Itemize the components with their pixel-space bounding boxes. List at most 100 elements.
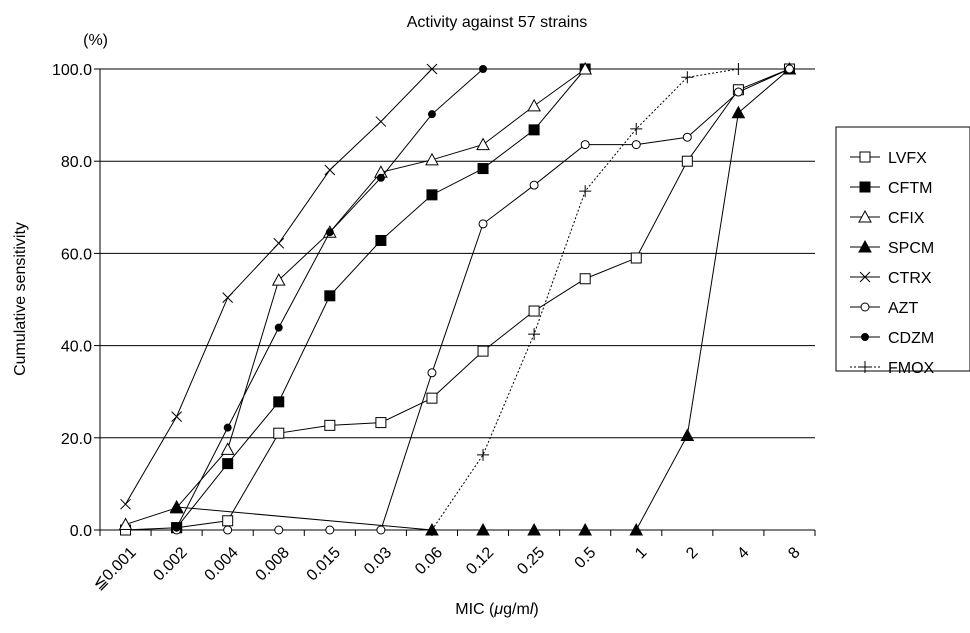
data-point [527,522,541,536]
x-tick-label: 0.12 [463,544,497,578]
series-spcm [169,61,797,536]
data-point [479,65,488,73]
legend-item: AZT [850,300,918,317]
data-point [271,273,286,286]
data-point [579,185,592,198]
series-group [118,61,797,536]
legend-label: CDZM [888,330,934,347]
x-axis-label: MIC (μg/ml) [455,601,538,618]
x-tick-label: 0.25 [514,544,548,578]
data-point [477,448,490,461]
x-tick-label: 0.002 [150,544,190,584]
y-tick-label: 40.0 [61,339,92,356]
x-tick-label: 0.06 [412,544,446,578]
data-point [578,522,593,536]
legend-label: CFIX [888,210,925,227]
data-point [426,189,438,201]
data-point [682,132,692,142]
x-tick-label: 0.5 [572,544,600,572]
data-point [375,234,387,246]
data-point [118,517,133,530]
legend-label: CTRX [888,270,932,287]
y-axis-label: Cumulative sensitivity [12,222,29,376]
legend-item: CFTM [850,180,932,197]
x-tick-label: 0.03 [361,544,395,578]
data-point [630,252,642,264]
legend-item: CDZM [850,330,934,347]
x-tick-label: 0.004 [202,544,242,584]
data-point [477,163,489,175]
legend-item: LVFX [850,150,927,167]
data-point [220,442,235,455]
data-point [859,271,871,283]
data-point [376,173,385,182]
series-azt [172,64,794,535]
data-point [375,417,387,429]
series-line [176,68,586,529]
series-line [125,68,586,525]
series-cdzm [172,65,488,532]
series-line [125,68,433,505]
data-point [630,122,643,135]
series-cfix [118,61,593,530]
data-point [324,419,336,431]
y-axis-unit: (%) [83,32,108,49]
data-point [376,525,386,535]
x-tick-label: 0.008 [253,544,293,584]
data-point [425,152,439,166]
data-point [476,137,490,151]
data-point [629,522,644,536]
data-point [273,396,285,408]
data-point [172,523,181,532]
series-line [125,68,790,531]
data-point [169,499,184,513]
y-tick-label: 20.0 [61,431,92,448]
chart-title: Activity against 57 strains [407,14,588,31]
data-point [528,124,540,136]
data-point [731,105,746,119]
data-point [681,155,693,167]
data-point [528,328,541,341]
data-point [324,164,336,176]
data-point [274,525,284,535]
data-point [784,64,794,74]
data-point [859,181,871,193]
data-point [222,292,234,304]
data-point [580,140,590,150]
data-point [324,290,336,302]
data-point [477,345,489,357]
data-point [529,180,539,190]
data-point [222,515,234,527]
data-point [375,116,387,127]
data-point [860,302,870,312]
data-point [273,427,285,439]
x-tick-label: 8 [785,544,803,562]
data-point [427,110,436,119]
data-point [527,98,541,112]
data-point [426,63,438,75]
data-point [858,209,872,223]
data-point [681,71,694,84]
series-line [431,68,739,531]
data-point [861,333,869,341]
data-point [223,525,233,535]
legend-label: LVFX [888,150,927,167]
data-point [478,219,488,229]
data-point [325,228,334,237]
data-point [427,368,437,378]
data-point [858,239,872,253]
data-point [733,87,743,97]
x-tick-label: 0.015 [304,544,344,584]
legend-label: CFTM [888,180,932,197]
data-point [223,423,232,432]
legend-box [835,126,970,372]
legend-label: FMOX [888,360,935,377]
data-point [578,61,593,75]
series-ctrx [120,63,438,510]
legend-item: SPCM [850,239,934,257]
axes: 0.0 20.0 40.0 60.0 80.0 100.0 ≦0.001 0.002 0.004… [52,62,816,594]
data-point [425,524,438,536]
y-tick-label: 80.0 [61,154,92,171]
data-point [859,151,871,163]
